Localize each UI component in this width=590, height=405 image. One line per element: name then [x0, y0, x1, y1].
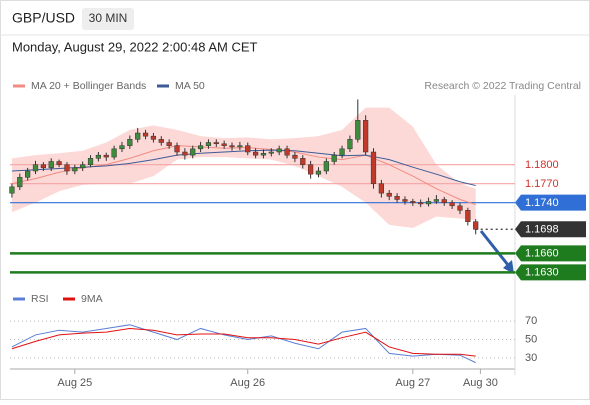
legend-label: RSI [31, 293, 49, 305]
level-label: 1.1770 [525, 178, 559, 190]
candle-body [315, 170, 322, 175]
candle-body [197, 145, 204, 150]
candle-body [237, 145, 243, 148]
candle-body [221, 143, 227, 146]
candle-body [339, 148, 345, 156]
candle-body [331, 154, 337, 162]
legend-label: 9MA [81, 293, 103, 305]
candle-body [182, 151, 188, 156]
y-tick-label: 50 [525, 333, 537, 345]
candle-body [300, 158, 306, 165]
level-label-box [515, 221, 586, 238]
level-label: 1.1800 [525, 159, 559, 171]
candle-body [410, 201, 416, 203]
level-label: 1.1660 [525, 248, 559, 260]
candle-body [111, 148, 117, 158]
candle-body [268, 151, 274, 154]
y-tick-label: 30 [525, 352, 537, 364]
legend-label: MA 50 [175, 80, 205, 92]
candle-body [284, 148, 290, 156]
candle-body [80, 164, 86, 169]
candle-body [190, 148, 196, 156]
level-label-box [515, 194, 586, 211]
candle-body [103, 154, 109, 158]
datetime: Monday, August 29, 2022 2:00:48 AM CET [12, 39, 258, 54]
candle-body [473, 221, 479, 230]
candle-body [449, 202, 455, 207]
candle-body [433, 199, 440, 202]
y-tick-label: 70 [525, 315, 537, 327]
candle-body [150, 135, 157, 140]
rsi-line [11, 327, 476, 357]
x-tick-label: Aug 27 [395, 377, 430, 389]
candle-body [142, 132, 149, 137]
candle-body [276, 148, 282, 153]
level-label: 1.1698 [525, 224, 559, 236]
candle-body [252, 151, 259, 156]
candle-body [347, 139, 353, 150]
candle-body [394, 196, 400, 200]
forecast-arrow [479, 230, 510, 266]
x-tick-label: Aug 25 [57, 377, 92, 389]
x-tick-label: Aug 26 [230, 377, 265, 389]
symbol: GBP/USD [12, 10, 75, 26]
forecast-arrowhead [503, 260, 514, 274]
candle-body [229, 145, 235, 148]
candle-body [308, 164, 314, 175]
candle-body [56, 161, 62, 165]
level-label: 1.1630 [525, 267, 559, 279]
candle-body [166, 142, 172, 146]
candle-body [245, 145, 251, 153]
attribution: Research © 2022 Trading Central [424, 80, 581, 92]
candle-body [355, 120, 361, 140]
candle-body [25, 170, 31, 178]
candle-body [87, 158, 94, 165]
candle-body [213, 142, 219, 145]
candle-body [174, 145, 180, 153]
candle-body [370, 151, 377, 184]
candle-body [17, 177, 23, 188]
candle-body [292, 154, 298, 159]
candle-body [457, 205, 463, 211]
rsi-line [11, 324, 476, 364]
candle-body [64, 164, 70, 172]
timeframe[interactable]: 30 MIN [89, 11, 128, 25]
candle-body [9, 186, 15, 194]
candle-body [205, 142, 212, 146]
candle-body [127, 139, 133, 146]
candle-body [119, 145, 125, 150]
level-label-box [515, 245, 586, 262]
candle-body [425, 201, 432, 205]
candle-body [48, 161, 54, 169]
level-label-box [515, 264, 586, 281]
candle-body [135, 132, 141, 140]
candle-body [402, 199, 408, 202]
candle-body [260, 153, 267, 156]
candle-body [378, 183, 384, 194]
candle-body [418, 202, 424, 205]
candle-body [323, 161, 329, 172]
candle-body [32, 164, 39, 172]
x-tick-label: Aug 30 [463, 377, 498, 389]
level-label: 1.1740 [525, 197, 559, 209]
candle-body [386, 192, 392, 197]
candle-body [95, 154, 102, 159]
candle-body [363, 120, 369, 153]
candle-body [72, 167, 78, 172]
candle-body [441, 199, 447, 203]
candle-body [465, 210, 471, 222]
legend-label: MA 20 + Bollinger Bands [31, 80, 146, 92]
candle-body [40, 164, 46, 169]
candle-body [158, 139, 164, 143]
timeframe-button[interactable] [82, 8, 134, 30]
